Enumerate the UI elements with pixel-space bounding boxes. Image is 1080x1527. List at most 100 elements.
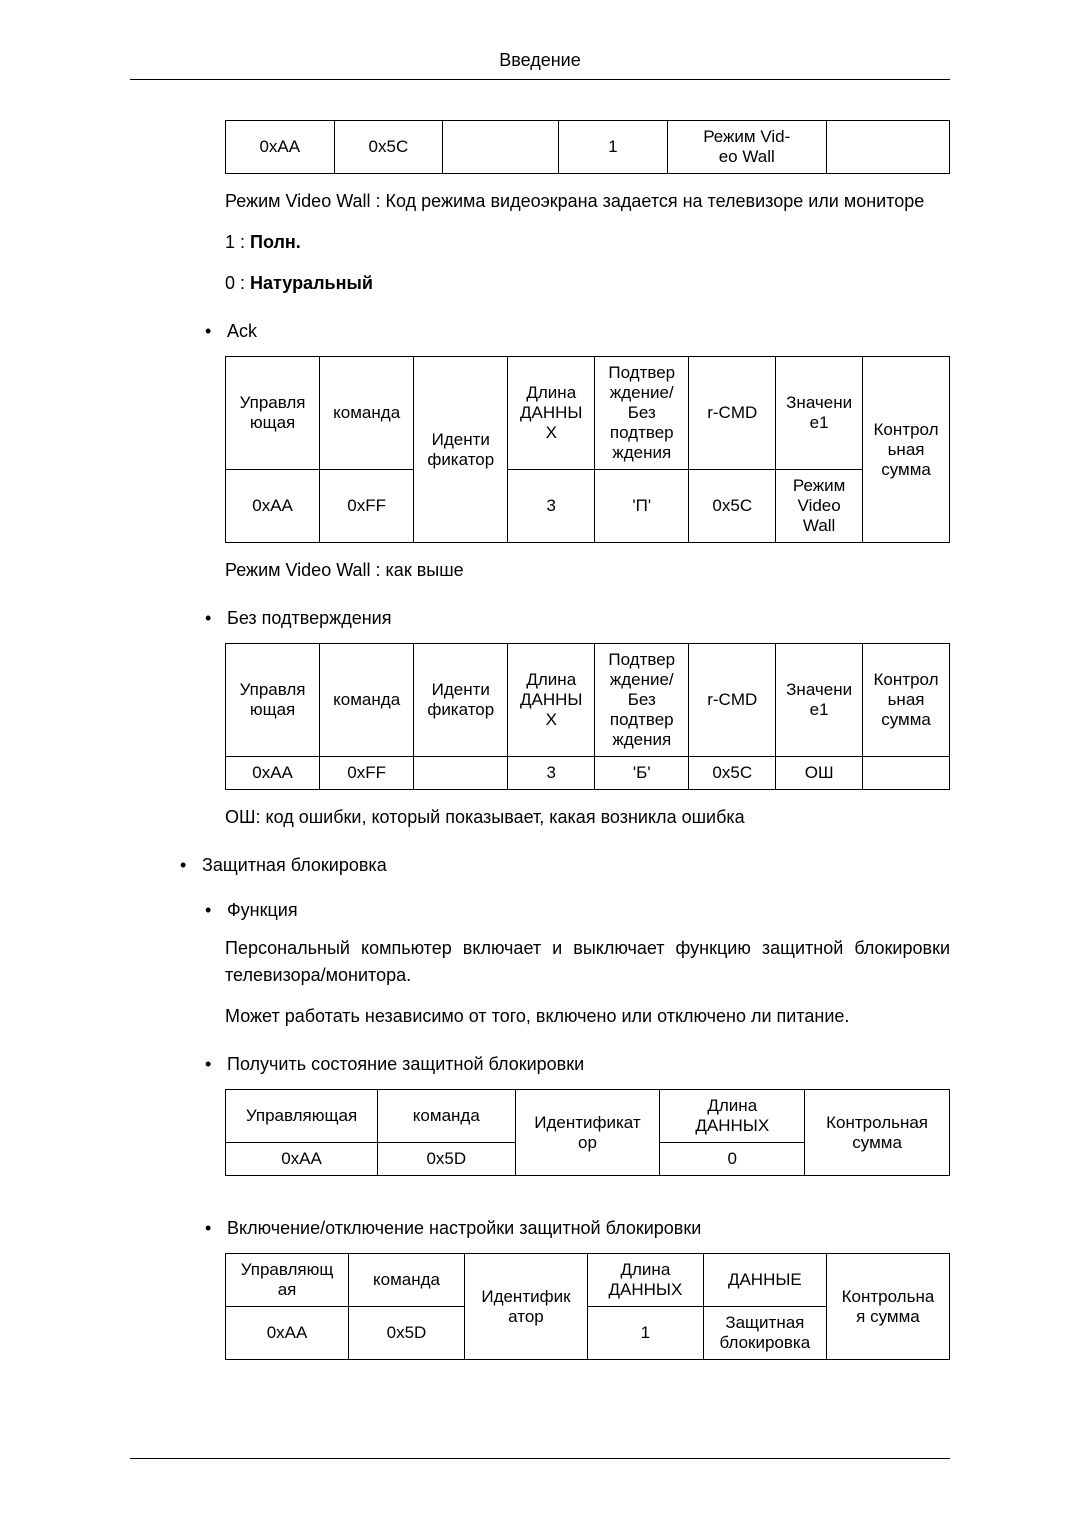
cell: Длина ДАННЫХ <box>587 1254 703 1307</box>
text-block: Режим Video Wall : как выше <box>225 557 950 584</box>
cell: 0xAA <box>226 757 320 790</box>
cell: Иденти фикатор <box>414 357 508 543</box>
cell: Длина ДАННЫХ <box>660 1090 805 1143</box>
header-rule <box>130 79 950 80</box>
cell: команда <box>320 357 414 470</box>
cell: 3 <box>508 470 595 543</box>
bullet-text: Ack <box>227 321 257 342</box>
cell: Длина ДАННЫ Х <box>508 644 595 757</box>
cell: Длина ДАННЫ Х <box>508 357 595 470</box>
table-row: 0xAA 0xFF 3 'Б' 0x5C ОШ <box>226 757 950 790</box>
text-block: Режим Video Wall : Код режима видеоэкран… <box>225 188 950 297</box>
page: Введение 0xAA 0x5C 1 Режим Vid- eo Wall … <box>0 0 1080 1527</box>
cell: 'П' <box>595 470 689 543</box>
table-set-state: Управляющ ая команда Идентифик атор Длин… <box>225 1253 950 1360</box>
cell: Управляющ ая <box>226 1254 349 1307</box>
cell <box>863 757 950 790</box>
table-row: Управля ющая команда Иденти фикатор Длин… <box>226 357 950 470</box>
paragraph: 0 : Натуральный <box>225 270 950 297</box>
bullet-get-state: • Получить состояние защитной блокировки <box>205 1054 950 1075</box>
paragraph: 1 : Полн. <box>225 229 950 256</box>
cell: ДАННЫЕ <box>703 1254 826 1307</box>
bullet-dot-icon: • <box>180 855 202 876</box>
table-row: Управляющ ая команда Идентифик атор Длин… <box>226 1254 950 1307</box>
table-row: Управляющая команда Идентификат ор Длина… <box>226 1090 950 1143</box>
cell: 0x5C <box>689 757 776 790</box>
cell: 0x5C <box>689 470 776 543</box>
cell: 0 <box>660 1143 805 1176</box>
bullet-text: Получить состояние защитной блокировки <box>227 1054 584 1075</box>
cell: 1 <box>587 1307 703 1360</box>
table-row: Управля ющая команда Иденти фикатор Длин… <box>226 644 950 757</box>
bullet-function: • Функция <box>205 900 950 921</box>
text: 1 : <box>225 232 250 252</box>
table-get-state: Управляющая команда Идентификат ор Длина… <box>225 1089 950 1176</box>
bullet-dot-icon: • <box>205 1054 227 1075</box>
table-videowall-mode: 0xAA 0x5C 1 Режим Vid- eo Wall <box>225 120 950 174</box>
paragraph: Режим Video Wall : как выше <box>225 557 950 584</box>
bullet-text: Функция <box>227 900 298 921</box>
cell: Идентифик атор <box>464 1254 587 1360</box>
cell: r-CMD <box>689 357 776 470</box>
paragraph: Может работать независимо от того, включ… <box>225 1003 950 1030</box>
cell: Контрол ьная сумма <box>863 644 950 757</box>
cell <box>826 121 949 174</box>
cell: 3 <box>508 757 595 790</box>
text: 0 : <box>225 273 250 293</box>
text-block: ОШ: код ошибки, который показывает, кака… <box>225 804 950 831</box>
cell: Значени е1 <box>776 357 863 470</box>
cell <box>414 757 508 790</box>
table-nak: Управля ющая команда Иденти фикатор Длин… <box>225 643 950 790</box>
cell: 0xAA <box>226 1143 378 1176</box>
text-bold: Полн. <box>250 232 301 252</box>
page-header-title: Введение <box>130 50 950 71</box>
table-row: 0xAA 0xFF 3 'П' 0x5C Режим Video Wall <box>226 470 950 543</box>
cell: 0x5D <box>378 1143 516 1176</box>
bullet-text: Включение/отключение настройки защитной … <box>227 1218 701 1239</box>
bullet-safety-lock: • Защитная блокировка <box>180 855 950 876</box>
cell: Защитная блокировка <box>703 1307 826 1360</box>
cell: Управля ющая <box>226 357 320 470</box>
cell: Режим Video Wall <box>776 470 863 543</box>
cell: Контрол ьная сумма <box>863 357 950 543</box>
cell: команда <box>349 1254 465 1307</box>
cell: 'Б' <box>595 757 689 790</box>
footer-rule <box>130 1458 950 1459</box>
cell: команда <box>320 644 414 757</box>
bullet-dot-icon: • <box>205 1218 227 1239</box>
bullet-nak: • Без подтверждения <box>205 608 950 629</box>
cell: 0xAA <box>226 1307 349 1360</box>
cell: 0xFF <box>320 757 414 790</box>
bullet-dot-icon: • <box>205 321 227 342</box>
paragraph: Режим Video Wall : Код режима видеоэкран… <box>225 188 950 215</box>
cell: 0x5D <box>349 1307 465 1360</box>
cell: Контрольна я сумма <box>826 1254 949 1360</box>
cell: Контрольная сумма <box>805 1090 950 1176</box>
cell: Подтвер ждение/ Без подтвер ждения <box>595 644 689 757</box>
bullet-ack: • Ack <box>205 321 950 342</box>
bullet-text: Без подтверждения <box>227 608 391 629</box>
cell: 0xFF <box>320 470 414 543</box>
text-bold: Натуральный <box>250 273 373 293</box>
cell: 0xAA <box>226 470 320 543</box>
cell: ОШ <box>776 757 863 790</box>
cell: Иденти фикатор <box>414 644 508 757</box>
cell: Идентификат ор <box>515 1090 660 1176</box>
bullet-dot-icon: • <box>205 900 227 921</box>
paragraph: Персональный компьютер включает и выключ… <box>225 935 950 989</box>
cell: 0x5C <box>334 121 443 174</box>
table-ack: Управля ющая команда Иденти фикатор Длин… <box>225 356 950 543</box>
cell: 1 <box>559 121 668 174</box>
cell: Управля ющая <box>226 644 320 757</box>
cell: Режим Vid- eo Wall <box>667 121 826 174</box>
table-row: 0xAA 0x5C 1 Режим Vid- eo Wall <box>226 121 950 174</box>
cell: Значени е1 <box>776 644 863 757</box>
bullet-text: Защитная блокировка <box>202 855 387 876</box>
bullet-dot-icon: • <box>205 608 227 629</box>
cell: 0xAA <box>226 121 335 174</box>
cell: команда <box>378 1090 516 1143</box>
cell: Подтвер ждение/ Без подтвер ждения <box>595 357 689 470</box>
cell: Управляющая <box>226 1090 378 1143</box>
text-block: Персональный компьютер включает и выключ… <box>225 935 950 1030</box>
bullet-set-state: • Включение/отключение настройки защитно… <box>205 1218 950 1239</box>
